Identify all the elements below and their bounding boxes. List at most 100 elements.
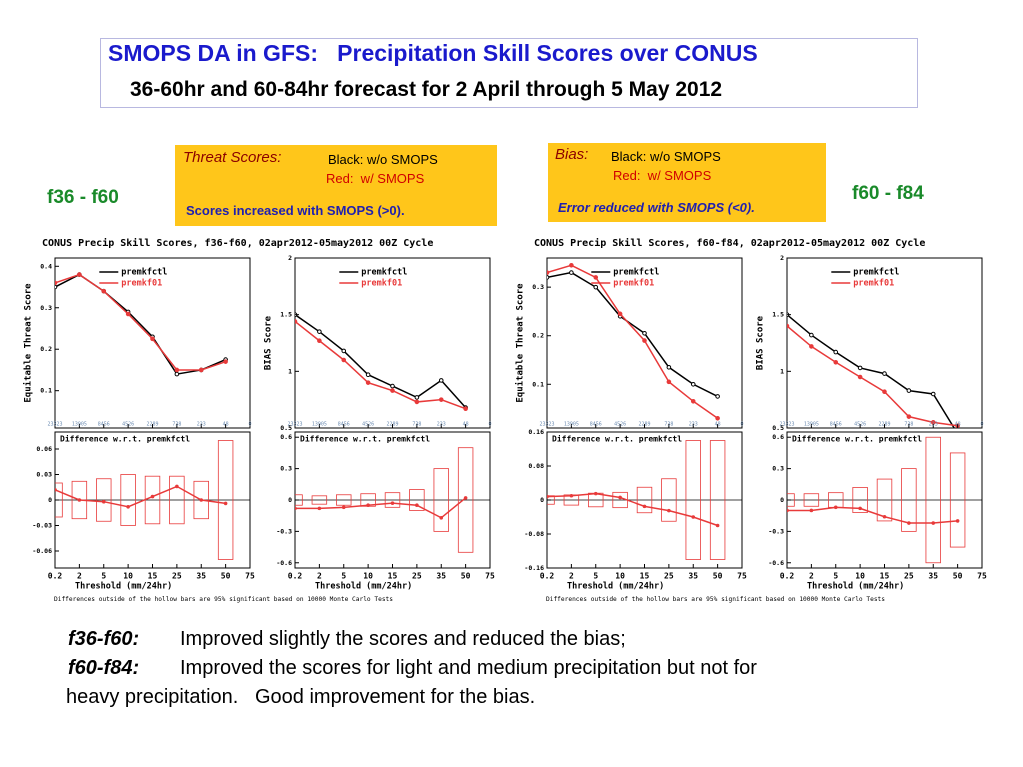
- y-tick-label: 2: [288, 254, 292, 262]
- panel-title: CONUS Precip Skill Scores, f60-f84, 02ap…: [534, 237, 925, 249]
- y-tick-label: -0.6: [276, 559, 292, 567]
- y-tick-label: 0: [288, 496, 292, 504]
- x-tick-label: 25: [904, 572, 914, 581]
- point: [569, 262, 574, 268]
- x-tick-label: 50: [953, 572, 963, 581]
- point: [463, 496, 468, 500]
- series-line: [295, 320, 466, 410]
- point: [642, 330, 647, 336]
- x-tick-label: 0.2: [288, 572, 303, 581]
- point: [906, 414, 912, 419]
- plot: [295, 447, 490, 553]
- point: [833, 505, 838, 510]
- x-tick-label: 2289: [878, 422, 890, 428]
- point: [223, 501, 228, 506]
- x-tick-label: 0.2: [48, 572, 63, 581]
- point: [955, 519, 960, 523]
- series-line: [547, 264, 719, 419]
- box-line: Black: w/o SMOPS: [328, 152, 438, 167]
- slide-title: SMOPS DA in GFS: Precipitation Skill Sco…: [108, 40, 758, 66]
- point: [295, 319, 298, 324]
- point: [125, 311, 131, 317]
- y-tick-label: 0.6: [280, 433, 292, 441]
- x-tick-label: 233: [689, 422, 698, 428]
- point: [126, 505, 130, 509]
- y-tick-label: 0.03: [36, 471, 52, 479]
- x-tick-label: 2: [317, 572, 322, 581]
- point: [174, 371, 180, 377]
- significance-bar: [709, 440, 726, 560]
- panel-footer: Differences outside of the hollow bars a…: [54, 596, 393, 603]
- x-tick-label: 50: [221, 572, 231, 581]
- box-label: Bias:: [555, 146, 589, 163]
- legend-label: premkfctl: [613, 268, 659, 278]
- y-tick-label: 0.1: [40, 387, 52, 395]
- x-tick-label: 25: [412, 572, 422, 581]
- x-tick-label: 15: [388, 572, 398, 581]
- note-box: [175, 145, 497, 226]
- x-tick-label: 4526: [122, 422, 134, 428]
- x-tick-label: 15: [880, 572, 890, 581]
- y-tick-label: -0.06: [32, 547, 52, 555]
- x-tick-label: 15: [640, 572, 650, 581]
- x-tick-label: 35: [688, 572, 698, 581]
- legend-label: premkf01: [853, 279, 894, 289]
- panel-title: CONUS Precip Skill Scores, f36-f60, 02ap…: [42, 237, 433, 249]
- point: [55, 284, 58, 290]
- significance-bar: [636, 486, 653, 514]
- plot: [787, 436, 982, 564]
- x-tick-label: 75: [977, 572, 987, 581]
- x-axis-label: Threshold (mm/24hr): [807, 582, 904, 592]
- chart-title: Difference w.r.t. premkfctl: [300, 434, 430, 444]
- point: [317, 329, 322, 334]
- point: [882, 514, 887, 519]
- point: [390, 383, 395, 389]
- y-tick-label: 1: [288, 367, 292, 375]
- point: [618, 495, 622, 500]
- series-line: [55, 273, 226, 371]
- point: [691, 515, 696, 519]
- y-tick-label: 0.3: [40, 304, 52, 312]
- y-tick-label: 0.2: [40, 345, 52, 353]
- x-tick-label: 23323: [779, 422, 794, 428]
- point: [317, 338, 322, 344]
- diff-line: [787, 506, 958, 524]
- point: [930, 391, 936, 397]
- significance-bar: [787, 493, 795, 507]
- point: [365, 372, 371, 378]
- note-label: f36-f60:: [68, 628, 140, 650]
- y-tick-label: -0.03: [32, 522, 52, 530]
- plot: [55, 272, 228, 377]
- x-tick-label: 35: [196, 572, 206, 581]
- note-text: heavy precipitation. Good improvement fo…: [66, 686, 536, 708]
- x-tick-label: 13905: [804, 422, 819, 428]
- point: [414, 399, 420, 405]
- y-tick-label: 0.3: [280, 465, 292, 473]
- point: [101, 499, 106, 504]
- legend-label: premkfctl: [361, 268, 407, 278]
- y-tick-label: -0.08: [524, 530, 544, 538]
- point: [882, 389, 887, 395]
- point: [390, 501, 395, 505]
- x-tick-label: 25: [172, 572, 182, 581]
- significance-bar: [295, 494, 303, 506]
- point: [341, 348, 347, 354]
- point: [715, 394, 720, 399]
- x-tick-label: 0.2: [540, 572, 555, 581]
- x-tick-label: 50: [461, 572, 471, 581]
- x-tick-label: 2289: [146, 422, 158, 428]
- point: [569, 493, 574, 498]
- x-tick-label: 5: [833, 572, 838, 581]
- significance-bar: [384, 492, 401, 508]
- point: [341, 357, 347, 363]
- point: [366, 503, 370, 508]
- point: [174, 367, 180, 373]
- point: [295, 506, 297, 511]
- y-axis-label: Equitable Threat Score: [515, 283, 526, 403]
- point: [642, 504, 647, 509]
- point: [77, 272, 82, 277]
- point: [690, 398, 696, 404]
- point: [667, 508, 671, 513]
- x-tick-label: 5: [341, 572, 346, 581]
